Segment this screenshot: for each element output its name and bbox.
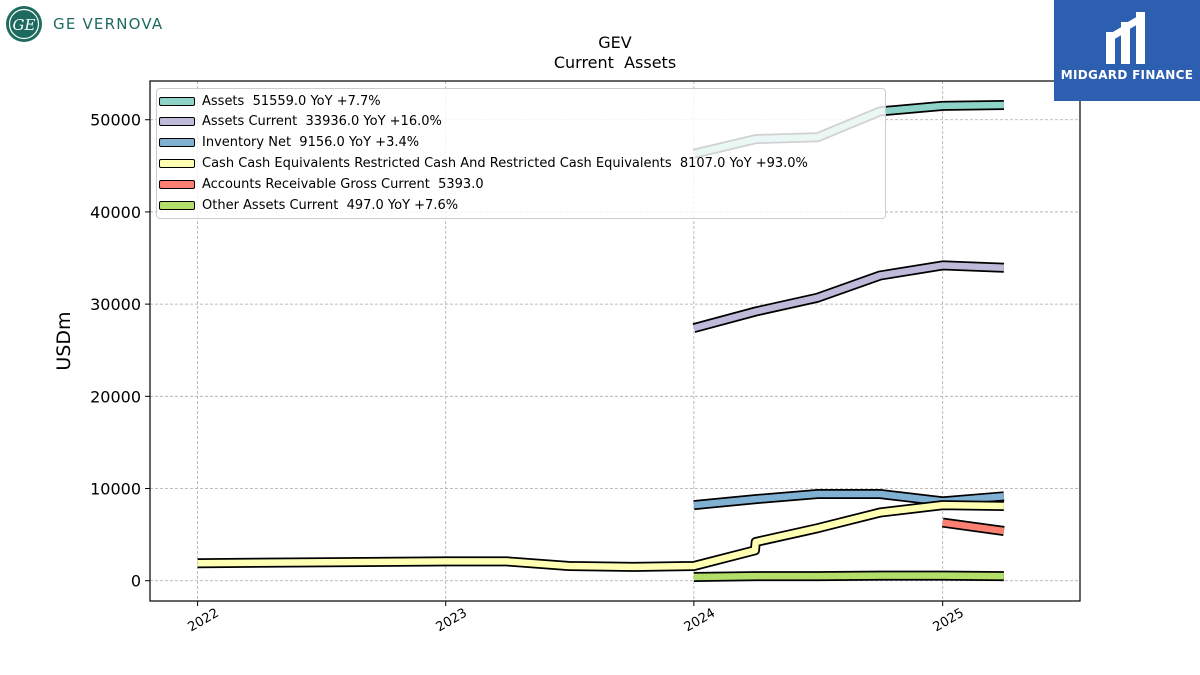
midgard-mark-icon xyxy=(1106,12,1145,64)
series-6 xyxy=(693,570,1005,582)
ge-monogram-text: GE xyxy=(13,16,36,34)
series-2 xyxy=(692,260,1005,333)
legend: Assets 51559.0 YoY +7.7% Assets Current 3… xyxy=(156,88,886,219)
x-axis-ticks: 2022 2023 2024 2025 xyxy=(185,601,967,636)
legend-entry: Assets Current 33936.0 YoY +16.0% xyxy=(159,113,442,131)
legend-label: Other Assets Current 497.0 YoY +7.6% xyxy=(202,197,459,213)
x-tick-label: 2023 xyxy=(434,606,470,636)
legend-label: Accounts Receivable Gross Current 5393.0 xyxy=(202,176,484,192)
series-4 xyxy=(197,500,1005,572)
legend-entry: Other Assets Current 497.0 YoY +7.6% xyxy=(159,196,458,214)
chart-title: GEV xyxy=(598,33,632,52)
ge-vernova-wordmark: GE VERNOVA xyxy=(53,15,164,33)
chart-subtitle: Current Assets xyxy=(554,53,676,72)
legend-swatch xyxy=(159,179,195,189)
legend-entry: Cash Cash Equivalents Restricted Cash An… xyxy=(159,154,808,172)
legend-label: Inventory Net 9156.0 YoY +3.4% xyxy=(202,135,420,151)
plot-frame xyxy=(149,80,1081,602)
legend-swatch xyxy=(159,200,195,210)
y-axis-label: USDm xyxy=(53,311,75,370)
grid xyxy=(150,81,1080,601)
ge-monogram-icon: GE xyxy=(6,6,42,42)
series-line xyxy=(197,501,1004,571)
x-tick-label: 2025 xyxy=(931,606,967,636)
y-tick-label: 10000 xyxy=(90,480,141,499)
legend-label: Assets 51559.0 YoY +7.7% xyxy=(202,93,381,109)
y-tick-label: 50000 xyxy=(90,111,141,130)
series-line xyxy=(693,262,1005,332)
legend-swatch xyxy=(159,96,195,106)
y-tick-label: 20000 xyxy=(90,387,141,406)
x-tick-label: 2022 xyxy=(185,606,221,636)
legend-swatch xyxy=(159,117,195,127)
midgard-finance-logo: MIDGARD FINANCE xyxy=(1054,0,1200,101)
legend-swatch xyxy=(159,158,195,168)
x-tick-label: 2024 xyxy=(682,606,718,636)
y-axis-ticks: 0 10000 20000 30000 40000 50000 xyxy=(90,111,150,591)
legend-swatch xyxy=(159,138,195,148)
legend-entry: Accounts Receivable Gross Current 5393.0 xyxy=(159,175,484,193)
midgard-wordmark: MIDGARD FINANCE xyxy=(1060,68,1194,82)
series-line xyxy=(942,519,1005,535)
y-tick-label: 0 xyxy=(131,572,141,591)
legend-label: Assets Current 33936.0 YoY +16.0% xyxy=(202,114,442,130)
y-tick-label: 40000 xyxy=(90,203,141,222)
legend-entry: Assets 51559.0 YoY +7.7% xyxy=(159,92,381,110)
ge-vernova-logo: GE GE VERNOVA xyxy=(5,5,163,43)
legend-entry: Inventory Net 9156.0 YoY +3.4% xyxy=(159,134,419,152)
series-line xyxy=(693,572,1004,581)
y-tick-label: 30000 xyxy=(90,295,141,314)
legend-label: Cash Cash Equivalents Restricted Cash An… xyxy=(202,155,808,171)
series-5 xyxy=(942,517,1005,536)
